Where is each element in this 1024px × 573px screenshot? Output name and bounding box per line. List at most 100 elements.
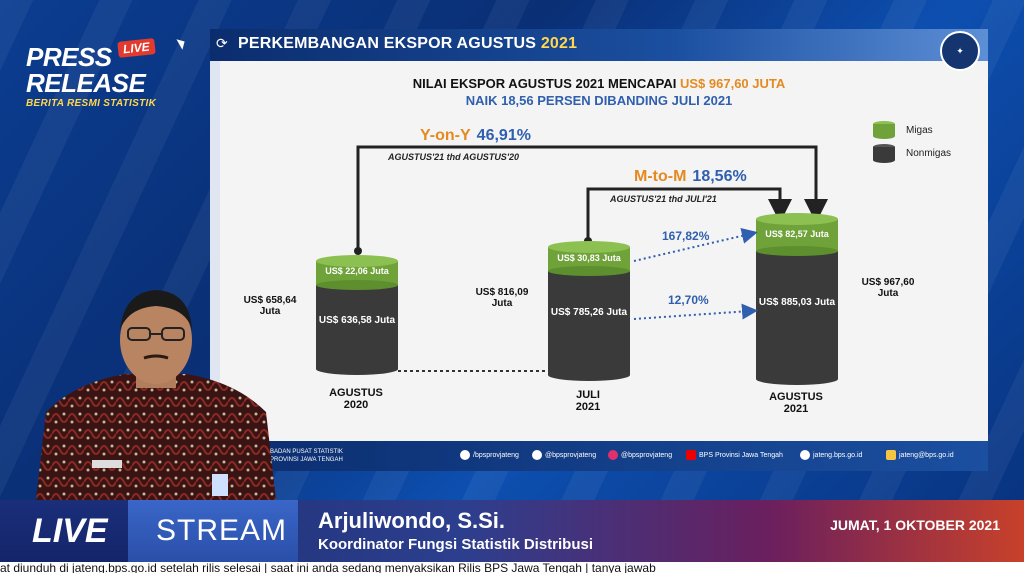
migas-growth-pct: 167,82% bbox=[662, 229, 710, 243]
cylinder-agustus-2020 bbox=[316, 255, 398, 375]
legend-nonmigas-label: Nonmigas bbox=[906, 148, 952, 159]
footer-twitter: @bpsprovjateng bbox=[532, 450, 596, 460]
ticker-text: at diunduh di jateng.bps.go.id setelah r… bbox=[0, 562, 656, 573]
cyl3-period-year: 2021 bbox=[783, 403, 809, 415]
stream-box bbox=[128, 500, 298, 562]
speaker-hair bbox=[120, 290, 192, 330]
cyl1-total-value: US$ 658,64 bbox=[243, 295, 297, 306]
cyl1-nonmigas bbox=[316, 285, 398, 369]
cyl2-period-month: JULI bbox=[576, 389, 600, 401]
footer-twitter-text: @bpsprovjateng bbox=[545, 451, 597, 459]
footer-instagram: @bpsprovjateng bbox=[608, 450, 672, 460]
youtube-icon bbox=[686, 450, 696, 460]
cyl2-period: JULI 2021 bbox=[538, 389, 638, 413]
speaker-id-card bbox=[212, 474, 228, 496]
export-diagram bbox=[316, 145, 838, 385]
mail-icon bbox=[886, 450, 896, 460]
cyl2-period-year: 2021 bbox=[575, 401, 601, 413]
slide-header: ⟳ PERKEMBANGAN EKSPOR AGUSTUS 2021 ✦ bbox=[210, 29, 988, 71]
cyl1-period-year: 2020 bbox=[343, 399, 369, 411]
speaker-mustache bbox=[143, 354, 169, 360]
legend-swatches bbox=[873, 121, 895, 163]
broadcast-date: JUMAT, 1 OKTOBER 2021 bbox=[830, 517, 1000, 533]
speaker-role: Koordinator Fungsi Statistik Distribusi bbox=[318, 536, 594, 553]
brand-line2: RELEASE bbox=[26, 68, 146, 98]
slide-title-year: 2021 bbox=[540, 35, 578, 52]
cylinder-agustus-2021 bbox=[756, 213, 838, 385]
speaker-name-tag bbox=[92, 460, 122, 468]
stream-label: STREAM bbox=[156, 514, 288, 547]
live-label: LIVE bbox=[32, 512, 108, 550]
footer-instagram-text: @bpsprovjateng bbox=[621, 451, 673, 459]
cyl3-nonmigas-value: US$ 885,03 Juta bbox=[758, 297, 836, 308]
anniversary-logo-icon: ✦ bbox=[940, 31, 980, 71]
globe-icon bbox=[800, 450, 810, 460]
nonmigas-growth-pct: 12,70% bbox=[668, 293, 709, 307]
news-ticker: at diunduh di jateng.bps.go.id setelah r… bbox=[0, 562, 1024, 573]
headline-highlight: US$ 967,60 JUTA bbox=[680, 76, 786, 91]
speaker-face bbox=[120, 296, 192, 384]
brand-line1: PRESS bbox=[26, 42, 112, 72]
legend-migas-label: Migas bbox=[906, 125, 933, 136]
yoy-connector bbox=[356, 145, 828, 251]
instagram-icon bbox=[608, 450, 618, 460]
slide-title-main: PERKEMBANGAN EKSPOR AGUSTUS bbox=[238, 35, 537, 52]
footer-web-text: jateng.bps.go.id bbox=[813, 451, 863, 459]
speaker-name: Arjuliwondo, S.Si. bbox=[318, 508, 505, 533]
footer-facebook-text: /bpsprovjateng bbox=[473, 451, 519, 459]
cyl1-period-month: AGUSTUS bbox=[329, 387, 383, 399]
cyl3-total: US$ 967,60 Juta bbox=[852, 277, 924, 299]
cyl2-migas-value: US$ 30,83 Juta bbox=[557, 253, 621, 263]
slide-side-strip bbox=[210, 61, 220, 471]
slide-title: PERKEMBANGAN EKSPOR AGUSTUS 2021 bbox=[238, 35, 577, 53]
cyl1-total-unit: Juta bbox=[259, 306, 281, 317]
mtm-title: M-to-M bbox=[634, 168, 687, 185]
headline-growth: NAIK 18,56 PERSEN DIBANDING JULI 2021 bbox=[465, 93, 733, 108]
footer-mail: jateng@bps.go.id bbox=[886, 450, 954, 460]
press-release-logo: PRESS RELEASE LIVE BERITA RESMI STATISTI… bbox=[26, 38, 186, 109]
cyl1-period: AGUSTUS 2020 bbox=[306, 387, 406, 411]
lower-third-banner: LIVE STREAM Arjuliwondo, S.Si. Koordinat… bbox=[0, 500, 1024, 562]
speaker-video bbox=[36, 290, 276, 500]
legend-nonmigas-swatch bbox=[873, 147, 895, 160]
headline-prefix: NILAI EKSPOR AGUSTUS 2021 MENCAPAI bbox=[412, 76, 680, 91]
cyl2-total-value: US$ 816,09 bbox=[475, 287, 529, 298]
footer-youtube-text: BPS Provinsi Jawa Tengah bbox=[699, 451, 783, 459]
yoy-title: Y-on-Y bbox=[420, 127, 471, 144]
cyl3-period-month: AGUSTUS bbox=[769, 391, 823, 403]
mtm-subtitle: AGUSTUS'21 thd JULI'21 bbox=[610, 194, 717, 204]
cyl2-nonmigas bbox=[548, 271, 630, 375]
footer-mail-text: jateng@bps.go.id bbox=[899, 451, 954, 459]
cyl2-total-unit: Juta bbox=[491, 298, 513, 309]
footer-youtube: BPS Provinsi Jawa Tengah bbox=[686, 450, 783, 460]
twitter-icon bbox=[532, 450, 542, 460]
footer-facebook: /bpsprovjateng bbox=[460, 450, 519, 460]
mtm-connector bbox=[586, 187, 792, 241]
footer-org: BADAN PUSAT STATISTIK PROVINSI JAWA TENG… bbox=[270, 449, 343, 463]
speaker-shirt bbox=[36, 374, 276, 500]
cyl2-nonmigas-value: US$ 785,26 Juta bbox=[550, 307, 628, 318]
cyl3-nonmigas bbox=[756, 251, 838, 379]
nonmigas-growth-arrow bbox=[633, 303, 758, 320]
footer-web: jateng.bps.go.id bbox=[800, 450, 862, 460]
cyl1-migas-value: US$ 22,06 Juta bbox=[325, 266, 389, 276]
cyl1-nonmigas-value: US$ 636,58 Juta bbox=[318, 315, 396, 326]
yoy-subtitle: AGUSTUS'21 thd AGUSTUS'20 bbox=[388, 152, 519, 162]
yoy-label: Y-on-Y 46,91% bbox=[420, 127, 531, 145]
headline-value: NILAI EKSPOR AGUSTUS 2021 MENCAPAI US$ 9… bbox=[210, 76, 988, 91]
yoy-value: 46,91% bbox=[476, 127, 531, 144]
cyl3-total-value: US$ 967,60 bbox=[861, 277, 915, 288]
presentation-slide: ⟳ PERKEMBANGAN EKSPOR AGUSTUS 2021 ✦ NIL… bbox=[210, 29, 988, 471]
slide-footer: BADAN PUSAT STATISTIK PROVINSI JAWA TENG… bbox=[210, 441, 988, 471]
cyl3-period: AGUSTUS 2021 bbox=[746, 391, 846, 415]
facebook-icon bbox=[460, 450, 470, 460]
cyl1-total: US$ 658,64 Juta bbox=[232, 295, 308, 317]
brand-tagline: BERITA RESMI STATISTIK bbox=[26, 98, 157, 109]
cylinder-juli-2021 bbox=[548, 241, 630, 381]
live-box bbox=[0, 500, 128, 562]
cyl3-total-unit: Juta bbox=[877, 288, 899, 299]
legend-migas-swatch bbox=[873, 124, 895, 136]
mtm-value: 18,56% bbox=[692, 168, 747, 185]
bps-mark-icon: ⟳ bbox=[216, 35, 228, 51]
cyl3-migas-value: US$ 82,57 Juta bbox=[765, 229, 829, 239]
